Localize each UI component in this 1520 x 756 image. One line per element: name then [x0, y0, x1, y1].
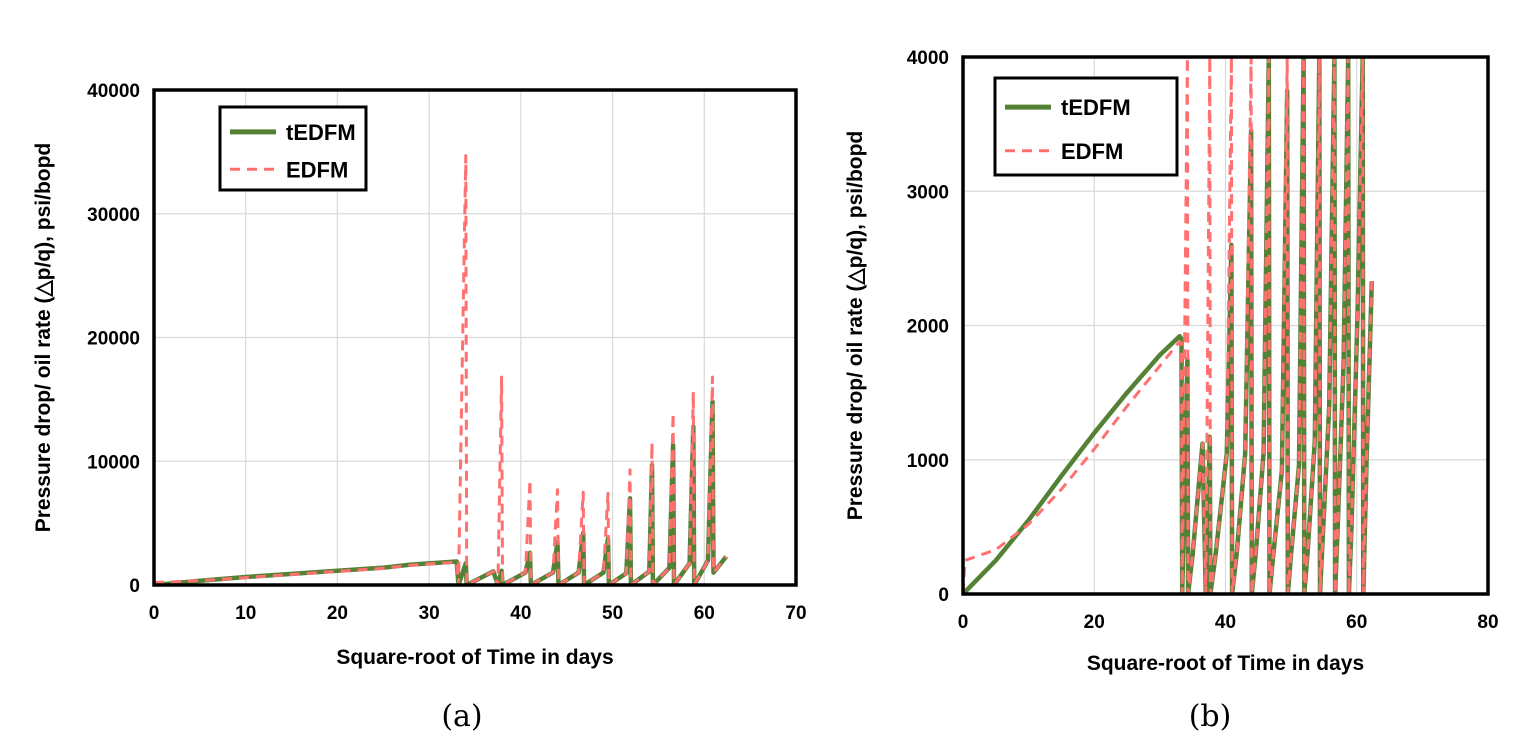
y-tick-label: 2000: [907, 317, 949, 338]
chart-panel-b: 0 20 40 60 80 0 1000 2000 3000 4000 Square-root of…: [844, 48, 1499, 734]
y-tick-label: 4000: [907, 48, 949, 69]
x-tick-label: 20: [327, 603, 348, 624]
x-axis-label: Square-root of Time in days: [336, 646, 613, 669]
x-tick-label: 70: [785, 603, 806, 624]
y-tick-label: 1000: [907, 451, 949, 472]
x-tick-label: 60: [694, 603, 715, 624]
panel-caption: (b): [1189, 699, 1232, 734]
y-tick-label: 3000: [907, 182, 949, 203]
x-tick-label: 60: [1346, 612, 1367, 633]
y-axis-label: Pressure drop/ oil rate (△p/q), psi/bopd: [32, 143, 55, 533]
series-line-tedfm: [963, 57, 1375, 594]
x-tick-label: 0: [149, 603, 160, 624]
series-line-edfm: [963, 57, 1374, 594]
plot-area: [963, 57, 1375, 594]
plot-area: [154, 154, 729, 585]
y-tick-label: 0: [938, 585, 949, 606]
x-tick-label: 50: [602, 603, 623, 624]
legend-label-edfm: EDFM: [1061, 139, 1123, 164]
plot-frame: [152, 88, 798, 587]
panel-caption: (a): [441, 699, 482, 734]
legend-label-tedfm: tEDFM: [1061, 95, 1131, 120]
y-tick-label: 20000: [87, 329, 140, 350]
legend-label-edfm: EDFM: [286, 157, 348, 182]
y-tick-label: 0: [129, 576, 140, 597]
y-tick-label: 10000: [87, 452, 140, 473]
legend: tEDFM EDFM: [993, 76, 1179, 177]
x-axis-label: Square-root of Time in days: [1087, 652, 1364, 675]
x-tick-label: 40: [510, 603, 531, 624]
series-line-edfm: [154, 154, 728, 585]
y-tick-label: 30000: [87, 205, 140, 226]
x-tick-label: 80: [1477, 612, 1498, 633]
x-tick-label: 0: [958, 612, 969, 633]
legend-label-tedfm: tEDFM: [286, 120, 356, 145]
legend: tEDFM EDFM: [218, 105, 368, 192]
x-tick-label: 30: [419, 603, 440, 624]
x-tick-label: 10: [235, 603, 256, 624]
y-axis-label: Pressure drop/ oil rate (△p/q), psi/bopd: [844, 131, 867, 521]
legend-box: [993, 76, 1179, 177]
legend-box: [218, 105, 368, 192]
plot-frame: [961, 55, 1490, 596]
series-line-tedfm: [154, 399, 729, 585]
chart-panel-a: 0 10 20 30 40 50 60 70 0 10000 20000 30000 40000 Squa…: [32, 81, 807, 734]
x-tick-label: 40: [1215, 612, 1236, 633]
x-tick-label: 20: [1084, 612, 1105, 633]
y-tick-label: 40000: [87, 81, 140, 102]
